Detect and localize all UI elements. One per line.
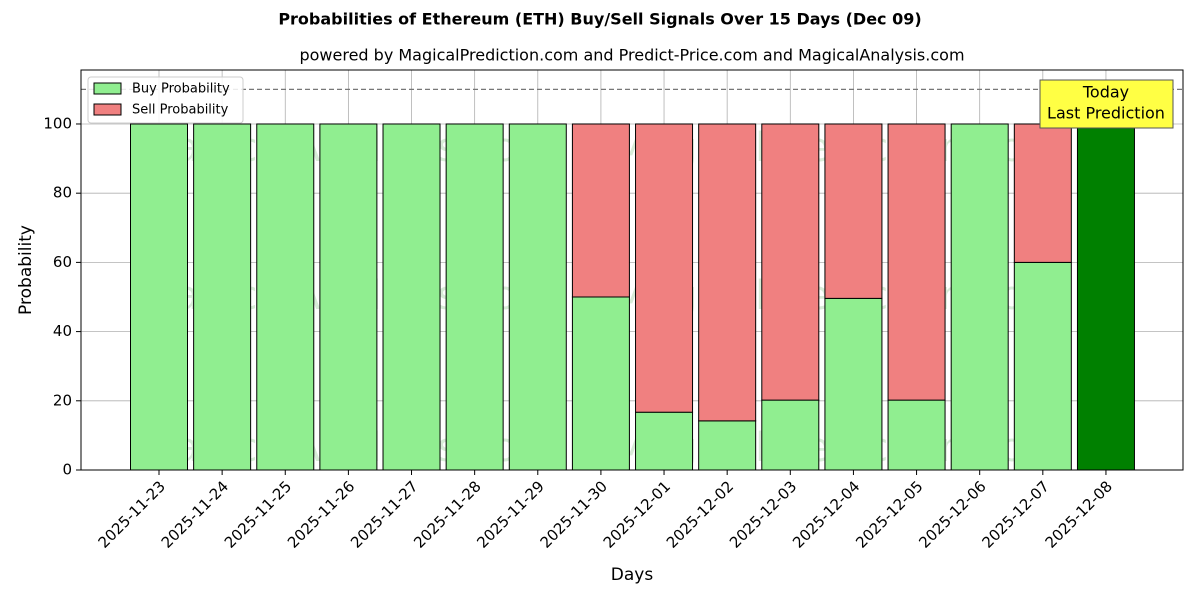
bar	[508, 123, 567, 471]
y-tick-label: 100	[43, 114, 72, 132]
bar	[761, 123, 820, 401]
legend-swatch	[93, 103, 122, 116]
y-tick-label: 0	[62, 461, 72, 479]
legend-box	[87, 76, 244, 124]
bar	[824, 297, 883, 471]
x-tick-label: 2025-11-28	[410, 477, 484, 551]
plot-frame	[80, 69, 1184, 471]
bar	[256, 123, 315, 471]
x-tick-label: 2025-12-08	[1042, 477, 1116, 551]
x-tick-label: 2025-12-01	[600, 477, 674, 551]
y-tick-label: 60	[53, 253, 72, 271]
bar	[698, 123, 757, 422]
x-tick-label: 2025-11-23	[95, 477, 169, 551]
legend-swatch	[93, 82, 122, 95]
y-tick-label: 20	[53, 391, 72, 409]
chart-subtitle: powered by MagicalPrediction.com and Pre…	[299, 46, 964, 65]
bar	[824, 123, 883, 299]
bar	[382, 123, 441, 471]
x-tick-label: 2025-12-05	[852, 477, 926, 551]
bar	[887, 399, 946, 471]
x-tick-label: 2025-11-26	[284, 477, 358, 551]
x-tick-label: 2025-12-06	[915, 477, 989, 551]
annotation: Last Prediction	[1047, 104, 1165, 123]
annotation: Today	[1082, 83, 1129, 102]
bar	[761, 399, 820, 471]
bar	[130, 123, 188, 471]
y-tick-label: 80	[53, 184, 72, 202]
x-tick-label: 2025-12-04	[789, 477, 863, 551]
x-tick-label: 2025-11-29	[473, 477, 547, 551]
bar	[571, 123, 630, 298]
legend: Buy Probability Sell Probability	[87, 76, 244, 124]
bar	[1013, 123, 1072, 263]
x-tick-label: 2025-12-03	[726, 477, 800, 551]
legend-label: Sell Probability	[132, 103, 229, 118]
bar	[887, 123, 946, 401]
x-tick-label: 2025-12-02	[663, 477, 737, 551]
bar	[635, 123, 694, 413]
x-tick-label: 2025-12-07	[978, 477, 1052, 551]
bar	[698, 420, 757, 471]
x-tick-label: 2025-11-25	[221, 477, 295, 551]
bar	[950, 123, 1009, 471]
chart-title: Probabilities of Ethereum (ETH) Buy/Sell…	[278, 10, 921, 29]
bar	[1076, 123, 1135, 471]
x-tick-label: 2025-11-30	[537, 477, 611, 551]
annotation-box	[1039, 79, 1174, 129]
x-tick-label: 2025-11-27	[347, 477, 421, 551]
y-tick-label: 40	[53, 322, 72, 340]
bar	[635, 411, 694, 471]
bar	[319, 123, 378, 471]
x-axis-label: Days	[611, 565, 654, 585]
bar	[571, 296, 630, 471]
bar	[445, 123, 504, 471]
y-axis-label: Probability	[16, 225, 36, 315]
x-tick-label: 2025-11-24	[158, 477, 232, 551]
legend-label: Buy Probability	[132, 82, 230, 97]
bar	[1013, 261, 1072, 471]
bar	[193, 123, 252, 471]
